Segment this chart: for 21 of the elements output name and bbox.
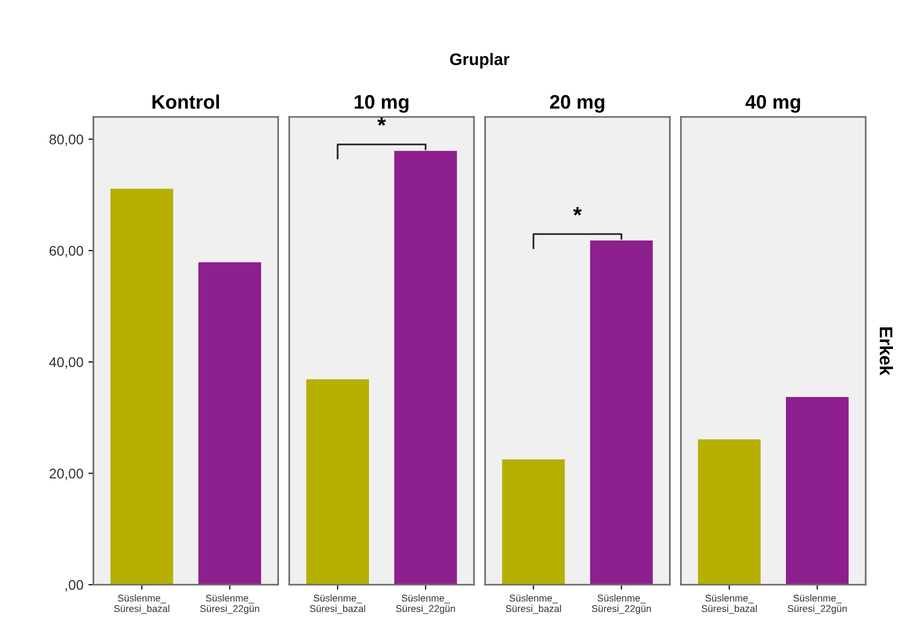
x-tick-label: Süslenme_ Süresi_22gün	[396, 594, 455, 614]
y-tick-label: 80,00	[50, 134, 84, 146]
x-tick-label: Süslenme_ Süresi_22gün	[592, 594, 651, 614]
annotation: *	[573, 207, 582, 216]
annotation: *	[377, 118, 386, 126]
x-tick-label: Süslenme_ Süresi_bazal	[702, 594, 757, 614]
chart-title: Kontrol	[152, 94, 219, 109]
y-tick-label: 60,00	[50, 246, 84, 258]
x-tick-label: Süslenme_ Süresi_22gün	[200, 594, 260, 614]
chart-title: 40 mg	[745, 95, 800, 113]
chart-title: 20 mg	[550, 95, 604, 113]
text: Erkek	[880, 327, 893, 376]
x-tick-label: Süslenme_ Süresi_22gün	[788, 594, 847, 614]
y-tick-label: 40,00	[49, 357, 84, 369]
x-tick-label: Süslenme_ Süresi_bazal	[506, 594, 561, 614]
text: Gruplar	[450, 52, 510, 68]
x-tick-label: Süslenme_ Süresi_bazal	[114, 594, 170, 614]
chart-title: 10 mg	[354, 95, 408, 113]
y-tick-label: 20,00	[50, 468, 84, 480]
x-tick-label: Süslenme_ Süresi_bazal	[310, 594, 366, 614]
y-tick-label: ,00	[66, 580, 84, 592]
